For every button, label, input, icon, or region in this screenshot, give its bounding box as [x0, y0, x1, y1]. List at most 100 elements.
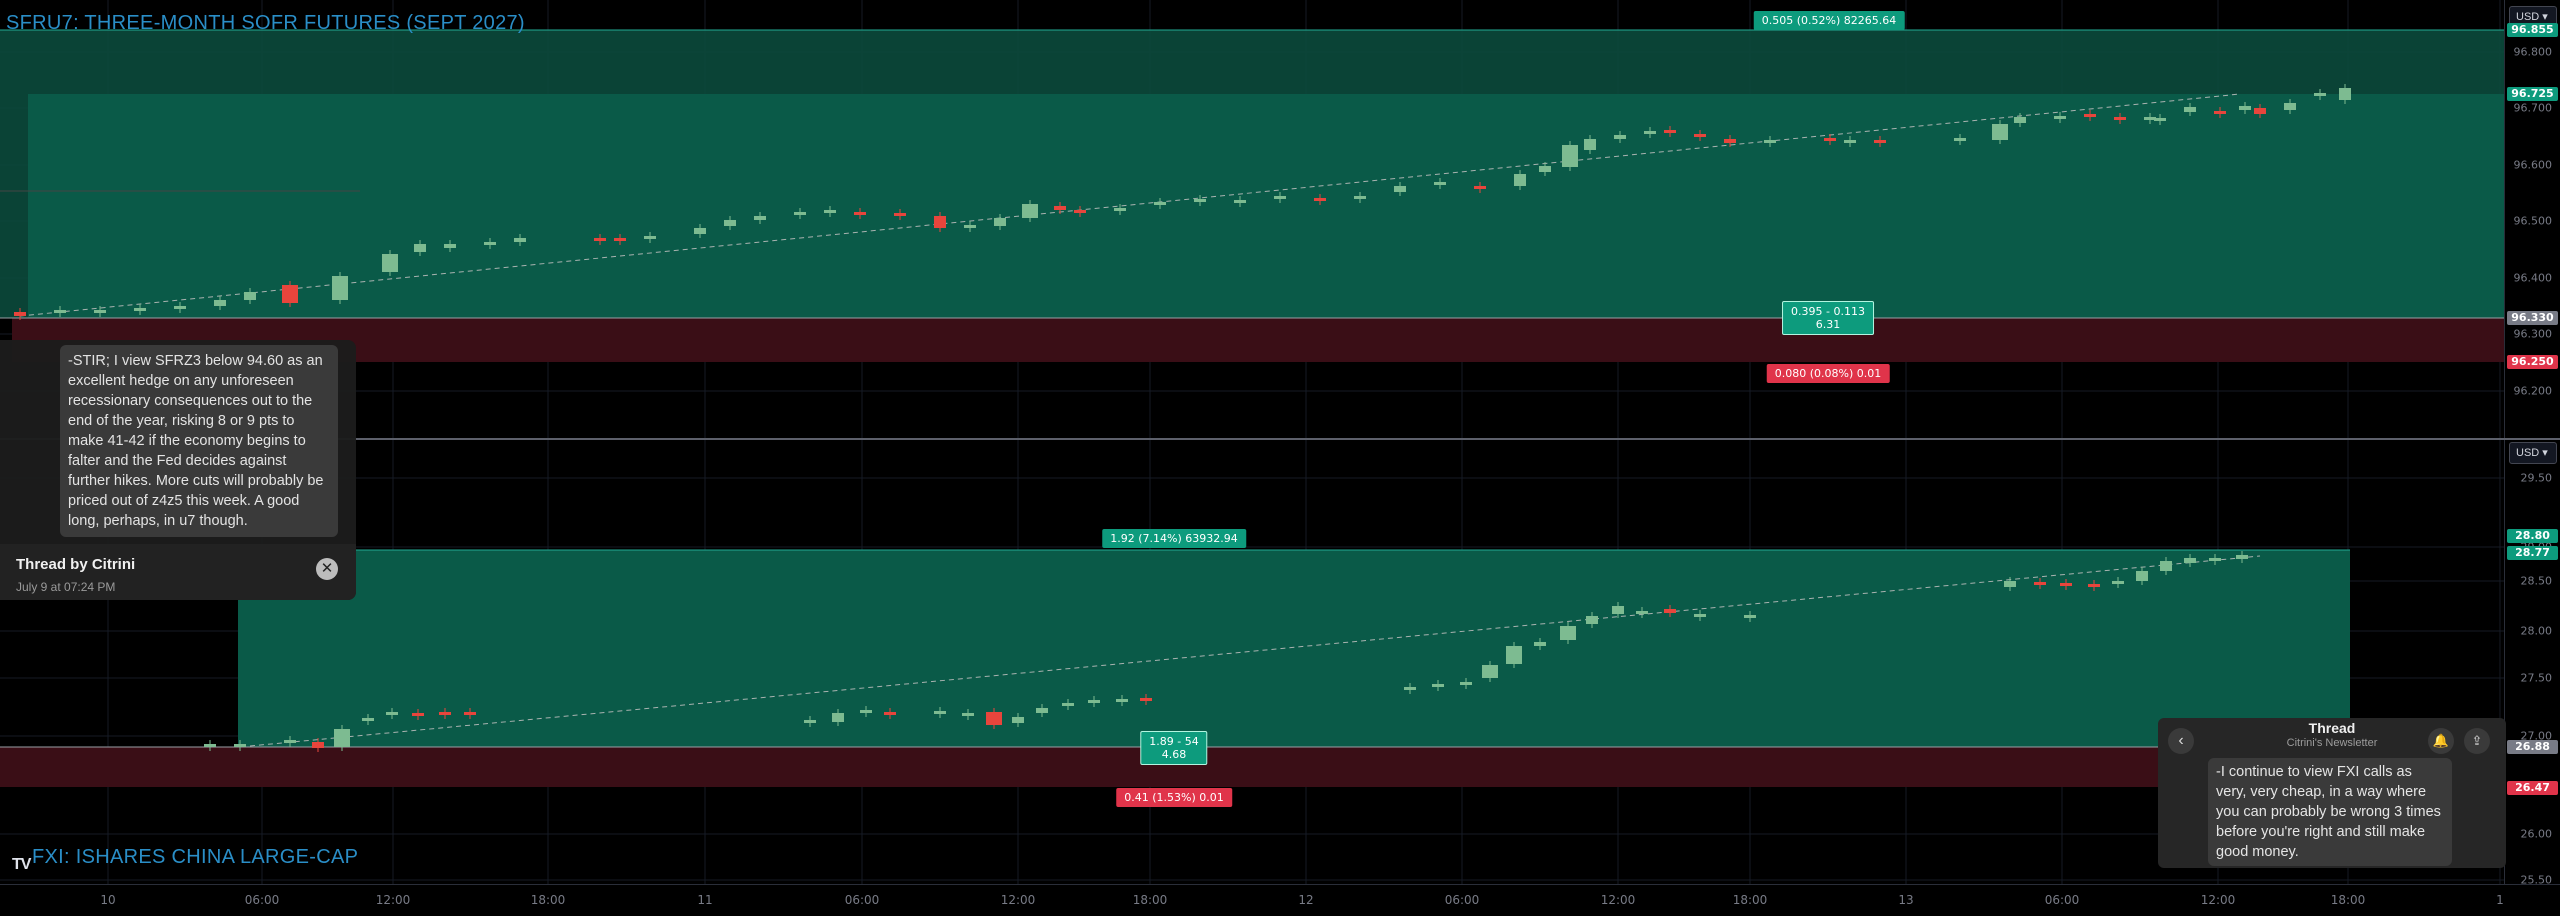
thread-header: Thread Citrini's Newsletter [2158, 720, 2506, 749]
top-stop-label: 0.080 (0.08%) 0.01 [1766, 364, 1890, 383]
candle [934, 711, 946, 714]
bottom-target-label: 1.92 (7.14%) 63932.94 [1102, 529, 1246, 548]
candle [1404, 687, 1416, 690]
time-axis-label: 12:00 [1000, 893, 1036, 907]
bottom-price-axis[interactable]: USD ▾ 29.5029.0028.5028.0027.5027.0026.0… [2504, 440, 2560, 887]
candle [2136, 571, 2148, 581]
candle [594, 238, 606, 241]
candle [1560, 626, 1576, 640]
price-tick: 25.50 [2520, 873, 2553, 887]
candle [362, 718, 374, 721]
candle [1116, 699, 1128, 702]
top-position-center-label[interactable]: 0.395 - 0.113 6.31 [1782, 301, 1874, 335]
price-tag-stop: 26.47 [2507, 781, 2558, 795]
bottom-currency-select[interactable]: USD ▾ [2509, 442, 2557, 464]
candle [134, 308, 146, 311]
candle [1694, 614, 1706, 617]
candle [2034, 582, 2046, 585]
candle [2160, 561, 2172, 571]
candle [1694, 134, 1706, 137]
candle [2239, 106, 2251, 110]
time-axis-label: 06:00 [244, 893, 280, 907]
price-tick: 27.50 [2520, 671, 2553, 685]
target-zone-inner [28, 94, 2504, 318]
candle [1506, 646, 1522, 664]
back-arrow-icon[interactable]: ‹ [2168, 728, 2194, 754]
price-tick: 29.50 [2520, 471, 2553, 485]
tradingview-logo[interactable]: TV [12, 856, 31, 873]
tweet-author[interactable]: Thread by Citrini [16, 556, 136, 573]
price-tick: 96.300 [2513, 327, 2553, 341]
trend-line [249, 555, 2261, 747]
candle [1194, 199, 1206, 202]
top-chart-title: SFRU7: THREE-MONTH SOFR FUTURES (SEPT 20… [6, 12, 525, 34]
time-axis-label: 18:00 [1732, 893, 1768, 907]
time-axis-label: 10 [100, 893, 116, 907]
candle [2144, 117, 2156, 120]
price-tag-entry: 96.330 [2507, 311, 2558, 325]
candle [312, 742, 324, 748]
candle [2339, 88, 2351, 100]
candle [2314, 93, 2326, 96]
top-target-label: 0.505 (0.52%) 82265.64 [1753, 11, 1905, 30]
tweet-footer: Thread by Citrini July 9 at 07:24 PM ✕ [0, 544, 356, 600]
bottom-chart-canvas[interactable] [0, 440, 2504, 884]
candle [1054, 206, 1066, 210]
candle [412, 713, 424, 716]
candle [986, 712, 1002, 725]
bell-icon[interactable]: 🔔 [2428, 728, 2454, 754]
bottom-currency-label: USD [2516, 447, 2540, 459]
candle [614, 238, 626, 241]
close-icon[interactable]: ✕ [316, 558, 338, 580]
price-tick: 27.00 [2520, 729, 2553, 743]
candle [1088, 700, 1100, 703]
thread-subtitle[interactable]: Citrini's Newsletter [2286, 737, 2378, 749]
candle [1664, 130, 1676, 133]
chevron-down-icon: ▾ [2542, 447, 2548, 459]
candle [282, 285, 298, 303]
candle [1460, 682, 1472, 685]
candle [1644, 131, 1656, 134]
time-axis-label: 06:00 [1444, 893, 1480, 907]
candle [332, 276, 348, 300]
candle [2014, 117, 2026, 123]
price-tag-entry: 26.88 [2507, 740, 2558, 754]
price-tick: 26.00 [2520, 827, 2553, 841]
candle [2084, 114, 2096, 117]
price-tag-target: 28.80 [2507, 529, 2558, 543]
candle [994, 218, 1006, 226]
candle [964, 225, 976, 228]
price-tick: 96.700 [2513, 101, 2553, 115]
candle [174, 306, 186, 309]
candle [694, 228, 706, 234]
time-axis-label: 13 [1898, 893, 1914, 907]
candle [514, 238, 526, 242]
share-icon[interactable]: ⇪ [2464, 728, 2490, 754]
candle [1954, 138, 1966, 141]
bottom-position-center-label[interactable]: 1.89 - 54 4.68 [1140, 731, 1208, 765]
candle [1992, 124, 2008, 140]
candle [2184, 107, 2196, 112]
candle [644, 236, 656, 239]
candle [2184, 558, 2196, 563]
candle [1514, 174, 1526, 186]
top-chart-canvas[interactable] [0, 0, 2504, 438]
top-currency-label: USD [2516, 11, 2540, 23]
top-price-axis[interactable]: USD ▾ 96.800 96.700 96.600 96.500 96.400 96.3… [2504, 0, 2560, 438]
time-axis[interactable]: 10 06:00 12:00 18:00 11 06:00 12:00 18:00 12 06:0… [0, 884, 2560, 916]
chevron-down-icon: ▾ [2542, 11, 2548, 23]
pane-divider[interactable] [0, 438, 2560, 440]
time-axis-label: 12:00 [375, 893, 411, 907]
bottom-chart-pane[interactable]: FXI: ISHARES CHINA LARGE-CAP 1.92 (7.14%… [0, 440, 2504, 884]
price-tick: 96.800 [2513, 45, 2553, 59]
top-chart-pane[interactable]: SFRU7: THREE-MONTH SOFR FUTURES (SEPT 20… [0, 0, 2504, 438]
trend-line [19, 93, 2241, 317]
price-tag-target: 96.855 [2507, 23, 2558, 37]
candle [794, 212, 806, 215]
bottom-center-line2: 4.68 [1161, 748, 1187, 761]
candle [204, 744, 216, 747]
candle [1154, 202, 1166, 205]
candle [1354, 196, 1366, 199]
candle [1482, 665, 1498, 678]
top-currency-select[interactable]: USD ▾ [2509, 6, 2557, 28]
